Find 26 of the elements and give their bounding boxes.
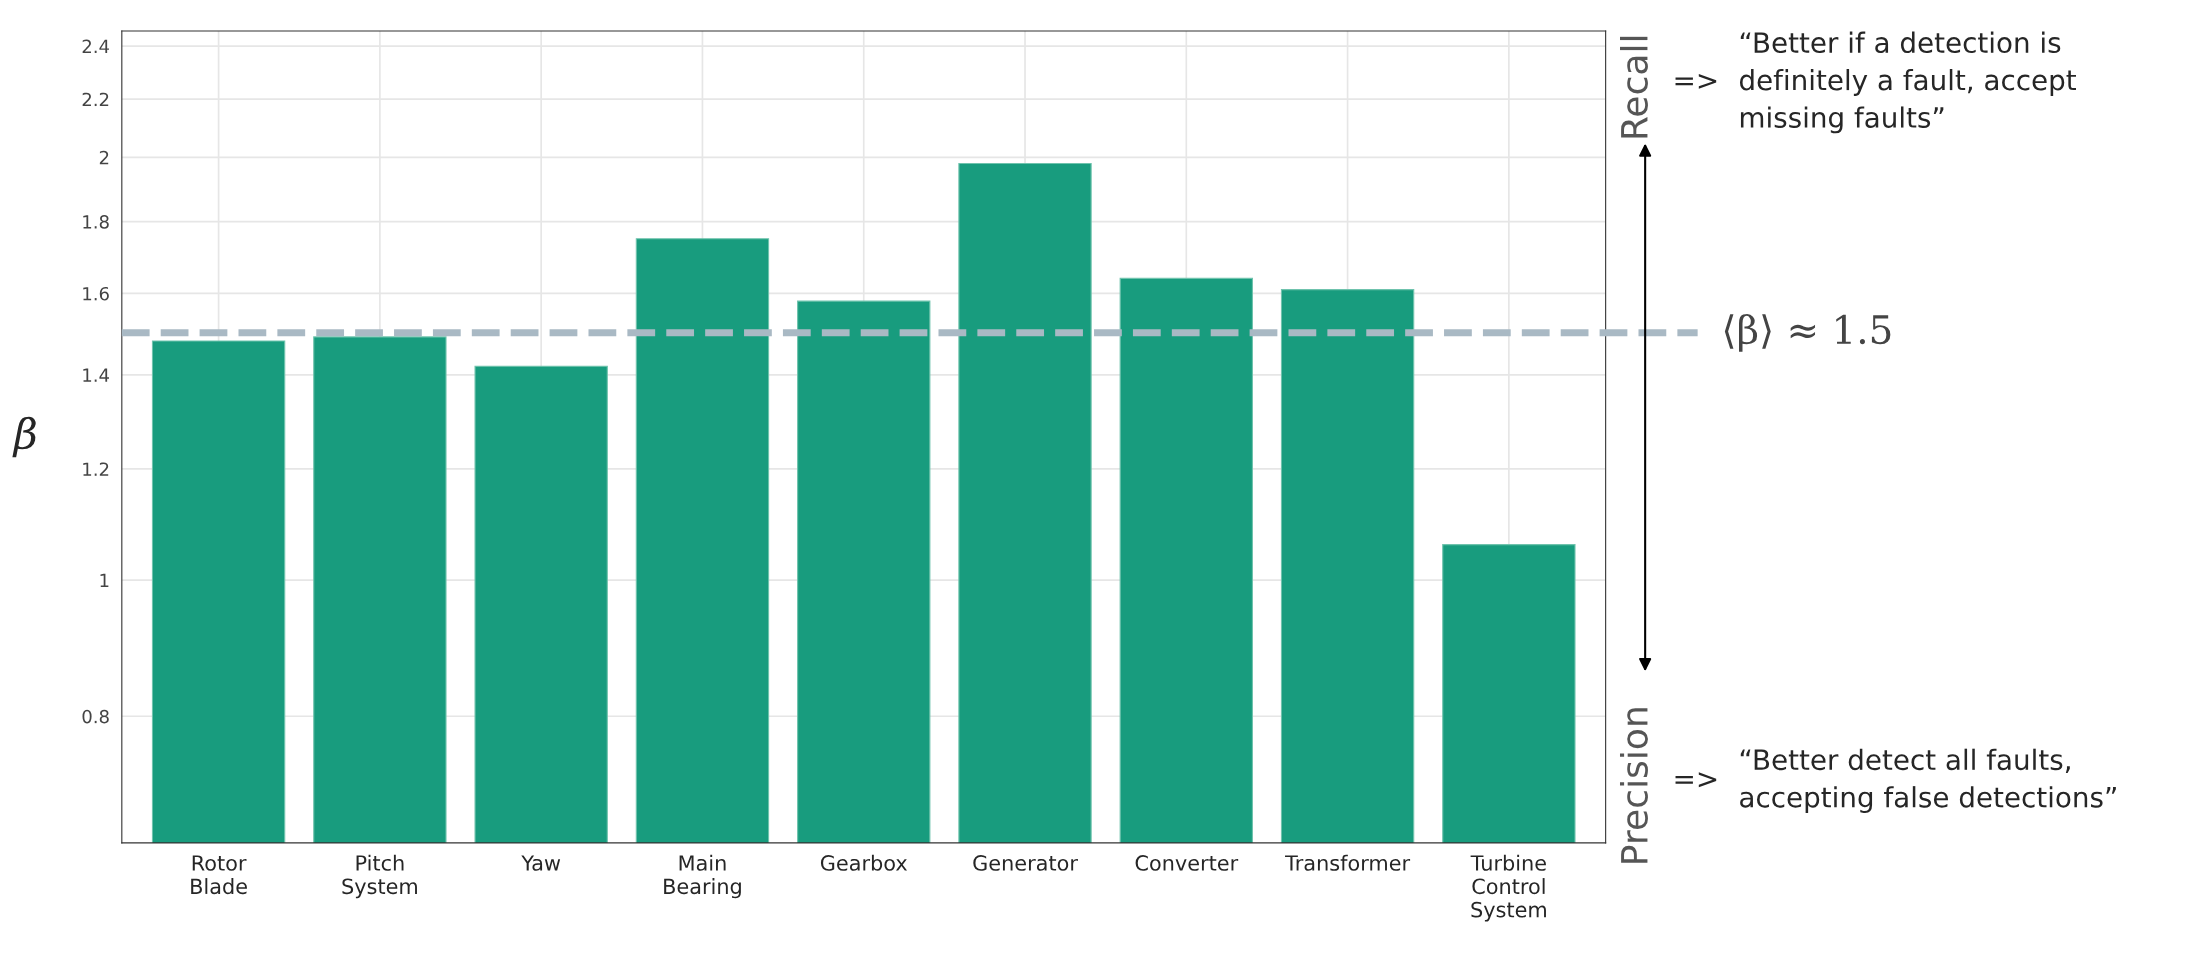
y-tick-label: 2.4 (82, 39, 109, 53)
text: => (1675, 73, 1717, 89)
y-tick-label: 1.6 (83, 286, 109, 301)
y-tick-label: 2.2 (82, 92, 109, 107)
y-tick-label: 0.8 (82, 709, 109, 724)
x-tick-label: Gearbox (820, 854, 908, 871)
x-tick-label: Generator (973, 855, 1078, 871)
ref-line-label: ⟨β⟩ ≈ 1.5 (1724, 313, 1891, 352)
y-axis-title: β (12, 416, 36, 458)
y-tick-label: 2 (99, 150, 109, 165)
y-tick-label: 1.2 (83, 462, 109, 476)
x-tick-label: Yaw (521, 855, 561, 871)
text: “Better detect all faults, accepting false detections” (1740, 748, 2116, 814)
text: => (1675, 772, 1717, 788)
x-tick-label: Converter (1135, 855, 1239, 871)
x-tick-label: Rotor Blade (191, 855, 247, 895)
text: Precision (1620, 708, 1648, 863)
text: “Better if a detection is definitely a fault, accept missing faults” (1739, 31, 2076, 134)
y-tick-label: 1 (100, 573, 109, 588)
x-tick-label: Main Bearing (664, 854, 741, 899)
y-tick-label: 1.8 (83, 215, 109, 229)
y-tick-label: 1.4 (83, 368, 109, 382)
text: Recall (1620, 36, 1648, 138)
x-tick-label: Pitch System (342, 854, 417, 899)
x-tick-label: Turbine Control System (1470, 854, 1546, 922)
x-tick-label: Transformer (1285, 854, 1411, 871)
